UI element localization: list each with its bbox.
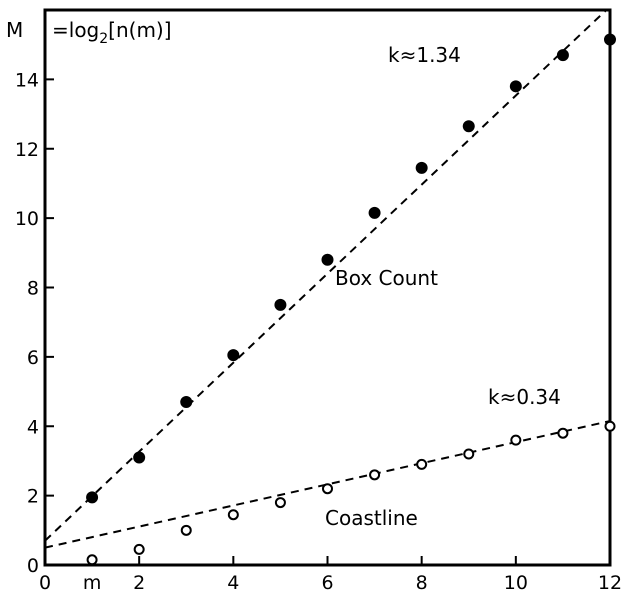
y-tick-label: 14: [15, 69, 39, 91]
point-box-count: [227, 349, 240, 362]
y-tick-label: 6: [27, 347, 39, 369]
x-tick-label: 0: [39, 572, 51, 594]
point-box-count: [509, 80, 522, 93]
y-tick-label: 8: [27, 278, 39, 300]
x-tick-label: 10: [504, 572, 528, 594]
point-coastline: [510, 434, 522, 446]
curve-label: Box Count: [335, 266, 438, 290]
point-box-count: [86, 491, 99, 504]
axes: [43, 8, 612, 567]
fit-line: [45, 10, 608, 542]
x-tick-label: 2: [133, 572, 145, 594]
y-tick-label: 4: [27, 416, 39, 438]
y-axis-label-rest: [n(m)]: [108, 18, 171, 42]
point-coastline: [416, 458, 428, 470]
point-box-count: [133, 451, 146, 464]
point-coastline: [227, 509, 239, 521]
point-coastline: [604, 420, 616, 432]
point-coastline: [86, 554, 98, 566]
point-coastline: [369, 469, 381, 481]
point-coastline: [180, 524, 192, 536]
annotations: k≈1.34 Box Count k≈0.34 Coastline: [325, 43, 561, 530]
point-coastline: [557, 427, 569, 439]
point-coastline: [322, 483, 333, 495]
y-axis-label: M =log2[n(m)]: [6, 18, 172, 47]
slope-label: k≈1.34: [388, 43, 461, 67]
y-tick-label: 0: [27, 555, 39, 577]
point-box-count: [180, 395, 193, 408]
point-box-count: [415, 161, 428, 174]
point-box-count: [556, 49, 569, 62]
fit-lines: [45, 10, 610, 549]
ticks: 0 2 4 6 8 10 12 0 2 4 6 8 10 12 14 m: [15, 69, 622, 594]
point-coastline: [274, 497, 286, 509]
point-box-count: [368, 206, 381, 219]
x-tick-label: 8: [416, 572, 428, 594]
y-tick-label: 12: [15, 139, 39, 161]
point-coastline: [133, 543, 145, 555]
y-axis-label-sub: 2: [99, 31, 108, 47]
y-axis-label-prefix: M: [6, 18, 23, 42]
x-tick-label: 12: [598, 572, 622, 594]
point-coastline: [463, 448, 475, 460]
point-box-count: [321, 253, 334, 266]
x-axis-label: m: [83, 572, 102, 594]
y-axis-label-formula: =log2[n(m)]: [52, 18, 172, 47]
plot-frame: [43, 8, 612, 567]
data-points: [86, 33, 616, 566]
point-box-count: [462, 120, 475, 133]
point-box-count: [604, 33, 616, 46]
x-tick-label: 4: [227, 572, 239, 594]
y-tick-label: 2: [27, 486, 39, 508]
y-axis-label-eq: =log: [52, 18, 99, 42]
point-box-count: [274, 298, 287, 311]
y-tick-label: 10: [15, 208, 39, 230]
x-tick-label: 6: [321, 572, 333, 594]
slope-label: k≈0.34: [488, 385, 561, 409]
curve-label: Coastline: [325, 506, 418, 530]
